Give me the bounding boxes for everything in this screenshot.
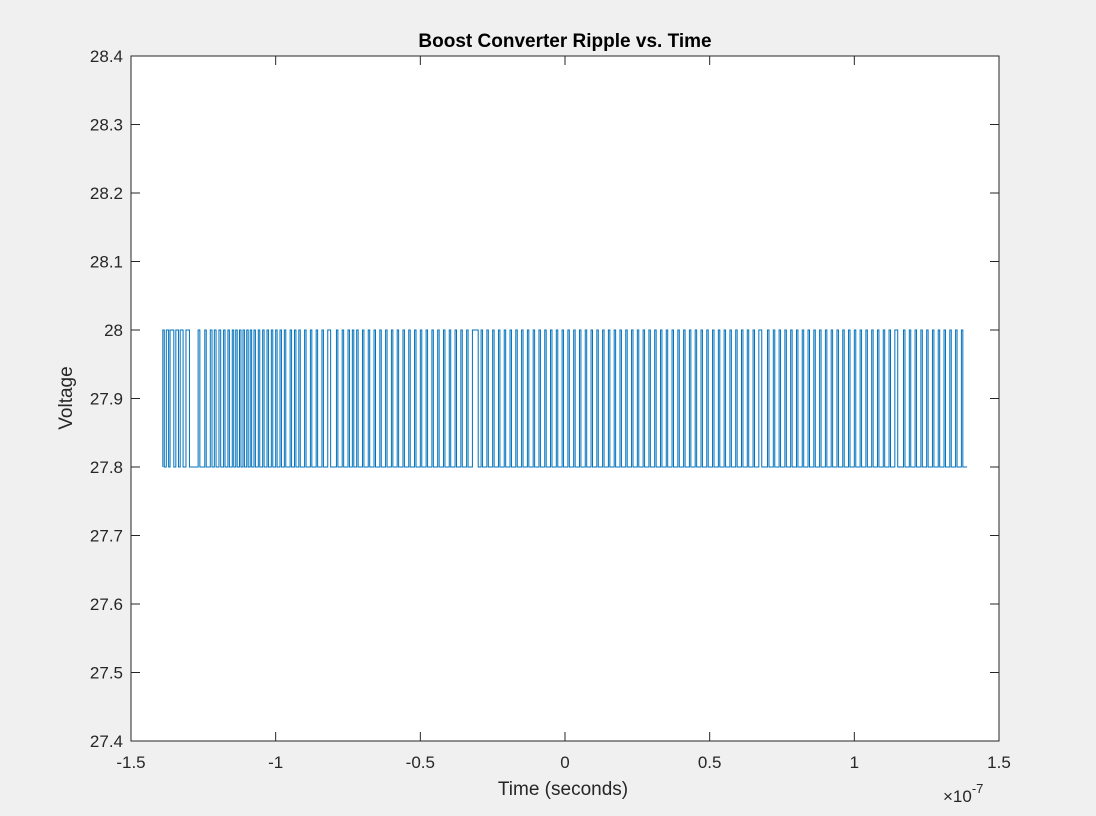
plot-area: [131, 56, 999, 741]
y-tick-label: 27.9: [90, 390, 123, 409]
y-tick-label: 28.1: [90, 253, 123, 272]
x-tick-label: -0.5: [406, 753, 435, 772]
y-ticks: 27.4 27.5 27.6 27.7 27.8 27.9 28 28.1 28.2 28.3 28…: [90, 47, 999, 751]
x-ticks: -1.5 -1 -0.5 0 0.5 1 1.5: [116, 56, 1011, 772]
series-group: [162, 329, 968, 468]
x-tick-label: 0: [560, 753, 569, 772]
y-tick-label: 27.8: [90, 458, 123, 477]
x-tick-label: 0.5: [698, 753, 722, 772]
y-tick-label: 27.4: [90, 732, 123, 751]
x-exponent-power: -7: [972, 781, 984, 796]
y-tick-label: 28: [104, 321, 123, 340]
x-exponent-label: ×10-7: [943, 781, 983, 806]
x-tick-label: -1.5: [116, 753, 145, 772]
y-tick-label: 27.7: [90, 527, 123, 546]
x-axis-label: Time (seconds): [498, 779, 628, 800]
y-tick-label: 28.3: [90, 116, 123, 135]
y-tick-label: 27.5: [90, 664, 123, 683]
series-line: [162, 329, 968, 468]
x-tick-label: 1.5: [987, 753, 1011, 772]
y-tick-label: 28.4: [90, 47, 123, 66]
x-tick-label: -1: [268, 753, 283, 772]
y-axis-label: Voltage: [56, 366, 77, 429]
y-tick-label: 28.2: [90, 184, 123, 203]
y-tick-label: 27.6: [90, 595, 123, 614]
x-tick-label: 1: [850, 753, 859, 772]
chart-title: Boost Converter Ripple vs. Time: [418, 31, 711, 52]
x-exponent-base: ×10: [943, 787, 972, 806]
